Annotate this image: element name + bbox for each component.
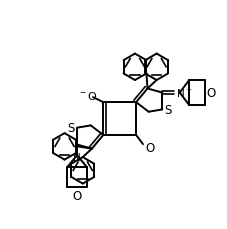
Text: N: N	[73, 153, 81, 162]
Text: $^-$O: $^-$O	[78, 90, 98, 101]
Text: S: S	[164, 104, 171, 116]
Text: N$^+$: N$^+$	[175, 87, 191, 100]
Text: O: O	[145, 141, 154, 154]
Text: S: S	[67, 122, 74, 135]
Text: O: O	[206, 87, 215, 100]
Text: O: O	[72, 189, 81, 202]
